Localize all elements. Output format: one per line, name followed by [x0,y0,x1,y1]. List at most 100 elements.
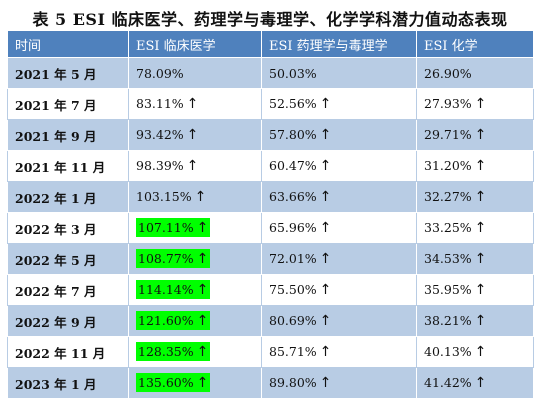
up-arrow-icon: ↑ [186,127,199,143]
value-text: 57.80% [269,127,317,142]
value-text: 27.93% [424,96,472,111]
value-text: 38.21% [424,313,472,328]
cell-pharmacology-toxicology: 72.01% ↑ [261,243,417,275]
up-arrow-icon: ↑ [186,96,199,112]
header-time: 时间 [7,30,129,58]
value-wrap: 33.25% ↑ [424,220,487,236]
value-wrap: 50.03% [269,66,317,81]
up-arrow-icon: ↑ [474,282,487,298]
cell-time: 2022 年 11 月 [7,336,129,368]
cell-chemistry: 26.90% [416,57,534,89]
value-text: 85.71% [269,344,317,359]
cell-chemistry: 27.93% ↑ [416,88,534,120]
value-wrap: 35.95% ↑ [424,282,487,298]
cell-time: 2021 年 7 月 [7,88,129,120]
potential-value-table: 时间 ESI 临床医学 ESI 药理学与毒理学 ESI 化学 2021 年 5 … [7,30,534,399]
highlighted-value: 107.11% ↑ [136,218,211,237]
cell-time: 2023 年 1 月 [7,367,129,399]
cell-time: 2022 年 7 月 [7,274,129,306]
up-arrow-icon: ↑ [196,375,209,391]
up-arrow-icon: ↑ [474,344,487,360]
value-wrap: 40.13% ↑ [424,344,487,360]
table-row: 2022 年 3 月 107.11% ↑ 65.96% ↑ 33.25% ↑ [7,212,534,244]
cell-pharmacology-toxicology: 80.69% ↑ [261,305,417,337]
cell-clinical-medicine: 114.14% ↑ [128,274,262,306]
value-wrap: 63.66% ↑ [269,189,331,205]
up-arrow-icon: ↑ [319,158,332,174]
cell-clinical-medicine: 83.11% ↑ [128,88,262,120]
value-wrap: 103.15% ↑ [136,189,206,205]
value-wrap: 80.69% ↑ [269,313,332,329]
table-row: 2023 年 1 月 135.60% ↑ 89.80% ↑ 41.42% ↑ [7,367,534,399]
value-wrap: 31.20% ↑ [424,158,487,174]
cell-pharmacology-toxicology: 52.56% ↑ [261,88,417,120]
up-arrow-icon: ↑ [474,189,487,205]
value-wrap: 52.56% ↑ [269,96,332,112]
cell-clinical-medicine: 121.60% ↑ [128,305,262,337]
up-arrow-icon: ↑ [196,313,209,329]
cell-time: 2022 年 3 月 [7,212,129,244]
up-arrow-icon: ↑ [319,282,332,298]
cell-clinical-medicine: 93.42% ↑ [128,119,262,151]
cell-time: 2022 年 5 月 [7,243,129,275]
value-text: 107.11% [138,220,194,235]
value-wrap: 29.71% ↑ [424,127,487,143]
value-wrap: 89.80% ↑ [269,375,332,391]
up-arrow-icon: ↑ [319,127,332,143]
table-row: 2022 年 7 月 114.14% ↑ 75.50% ↑ 35.95% ↑ [7,274,534,306]
value-text: 93.42% [136,127,184,142]
value-wrap: 38.21% ↑ [424,313,487,329]
cell-chemistry: 34.53% ↑ [416,243,534,275]
value-text: 135.60% [138,375,194,390]
cell-time: 2021 年 11 月 [7,150,129,182]
value-text: 35.95% [424,282,472,297]
value-text: 103.15% [136,189,192,204]
value-text: 78.09% [136,65,184,81]
table-title: 表 5 ESI 临床医学、药理学与毒理学、化学学科潜力值动态表现 [32,10,508,29]
value-text: 128.35% [138,344,194,359]
up-arrow-icon: ↑ [474,313,487,329]
up-arrow-icon: ↑ [474,375,487,391]
value-text: 72.01% [269,251,317,266]
up-arrow-icon: ↑ [319,96,332,112]
highlighted-value: 121.60% ↑ [136,311,211,330]
value-wrap: 34.53% ↑ [424,251,487,267]
highlighted-value: 114.14% ↑ [136,280,211,299]
up-arrow-icon: ↑ [474,127,487,143]
up-arrow-icon: ↑ [474,251,487,267]
value-wrap: 32.27% ↑ [424,189,487,205]
up-arrow-icon: ↑ [319,313,332,329]
up-arrow-icon: ↑ [474,158,487,174]
value-text: 52.56% [269,96,317,111]
cell-pharmacology-toxicology: 60.47% ↑ [261,150,417,182]
cell-clinical-medicine: 128.35% ↑ [128,336,262,368]
value-wrap: 93.42% ↑ [136,127,199,143]
cell-chemistry: 41.42% ↑ [416,367,534,399]
up-arrow-icon: ↑ [196,220,209,236]
up-arrow-icon: ↑ [196,344,209,360]
value-wrap: 41.42% ↑ [424,375,487,391]
cell-pharmacology-toxicology: 89.80% ↑ [261,367,417,399]
cell-pharmacology-toxicology: 85.71% ↑ [261,336,417,368]
cell-pharmacology-toxicology: 57.80% ↑ [261,119,417,151]
value-wrap: 26.90% [424,66,472,81]
cell-time: 2021 年 9 月 [7,119,129,151]
table-row: 2021 年 5 月 78.09% 50.03% 26.90% [7,57,534,89]
up-arrow-icon: ↑ [319,375,332,391]
cell-chemistry: 38.21% ↑ [416,305,534,337]
table-row: 2022 年 11 月 128.35% ↑ 85.71% ↑ 40.13% ↑ [7,336,534,368]
header-clinical-medicine: ESI 临床医学 [128,30,262,58]
table-row: 2022 年 9 月 121.60% ↑ 80.69% ↑ 38.21% ↑ [7,305,534,337]
up-arrow-icon: ↑ [319,220,332,236]
up-arrow-icon: ↑ [474,220,487,236]
cell-chemistry: 32.27% ↑ [416,181,534,213]
value-text: 33.25% [424,220,472,235]
up-arrow-icon: ↑ [319,344,332,360]
highlighted-value: 108.77% ↑ [136,249,211,268]
value-text: 60.47% [269,158,317,173]
highlighted-value: 135.60% ↑ [136,373,211,392]
value-text: 121.60% [138,313,194,328]
value-text: 29.71% [424,127,472,142]
cell-chemistry: 29.71% ↑ [416,119,534,151]
